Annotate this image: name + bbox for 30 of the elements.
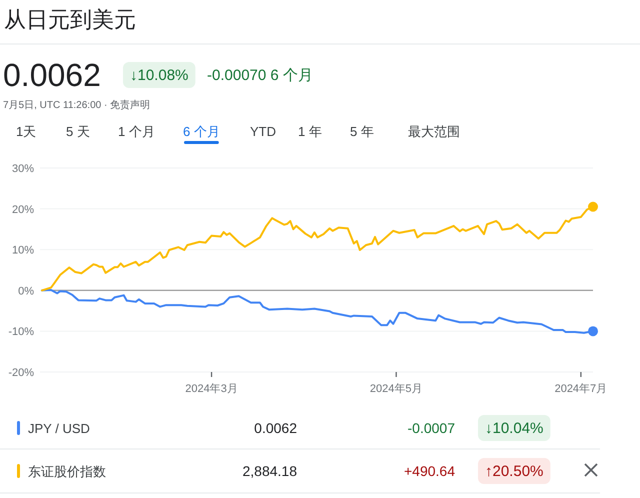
chart-title: 从日元到美元	[4, 7, 136, 32]
text: 0.0062	[3, 57, 101, 93]
legend-label: JPY / USD	[28, 421, 90, 436]
text: ↓10.04%	[485, 420, 544, 437]
text: 最大范围	[408, 124, 460, 139]
legend-label: 东证股价指数	[28, 464, 106, 479]
y-tick-label: -10%	[8, 326, 34, 338]
y-tick-label: 0%	[18, 285, 34, 298]
text: YTD	[250, 124, 276, 139]
y-tick-label: 10%	[12, 244, 34, 257]
y-tick-label: -20%	[8, 367, 34, 379]
text: 5 年	[350, 124, 374, 139]
text: ↓10.08%	[130, 67, 188, 84]
x-tick-label: 2024年7月	[554, 383, 608, 395]
text: ↑20.50%	[485, 463, 544, 480]
text: 5 天	[66, 124, 90, 139]
y-tick-label: 20%	[12, 204, 34, 216]
text: 1 年	[298, 124, 322, 139]
text: -0.0007	[408, 420, 456, 436]
text: 6 个月	[183, 124, 220, 139]
text: 1 个月	[118, 124, 155, 139]
x-tick-label: 2024年5月	[370, 383, 423, 395]
text: -0.00070 6 个月	[207, 67, 313, 84]
text: 0.0062	[254, 420, 298, 436]
text: 7月5日, UTC 11:26:00 · 免责声明	[3, 99, 150, 111]
y-tick-label: 30%	[12, 163, 34, 175]
text: +490.64	[404, 463, 456, 479]
x-tick-label: 2024年3月	[185, 383, 238, 395]
text: 1天	[16, 124, 36, 139]
text: 2,884.18	[242, 463, 298, 479]
